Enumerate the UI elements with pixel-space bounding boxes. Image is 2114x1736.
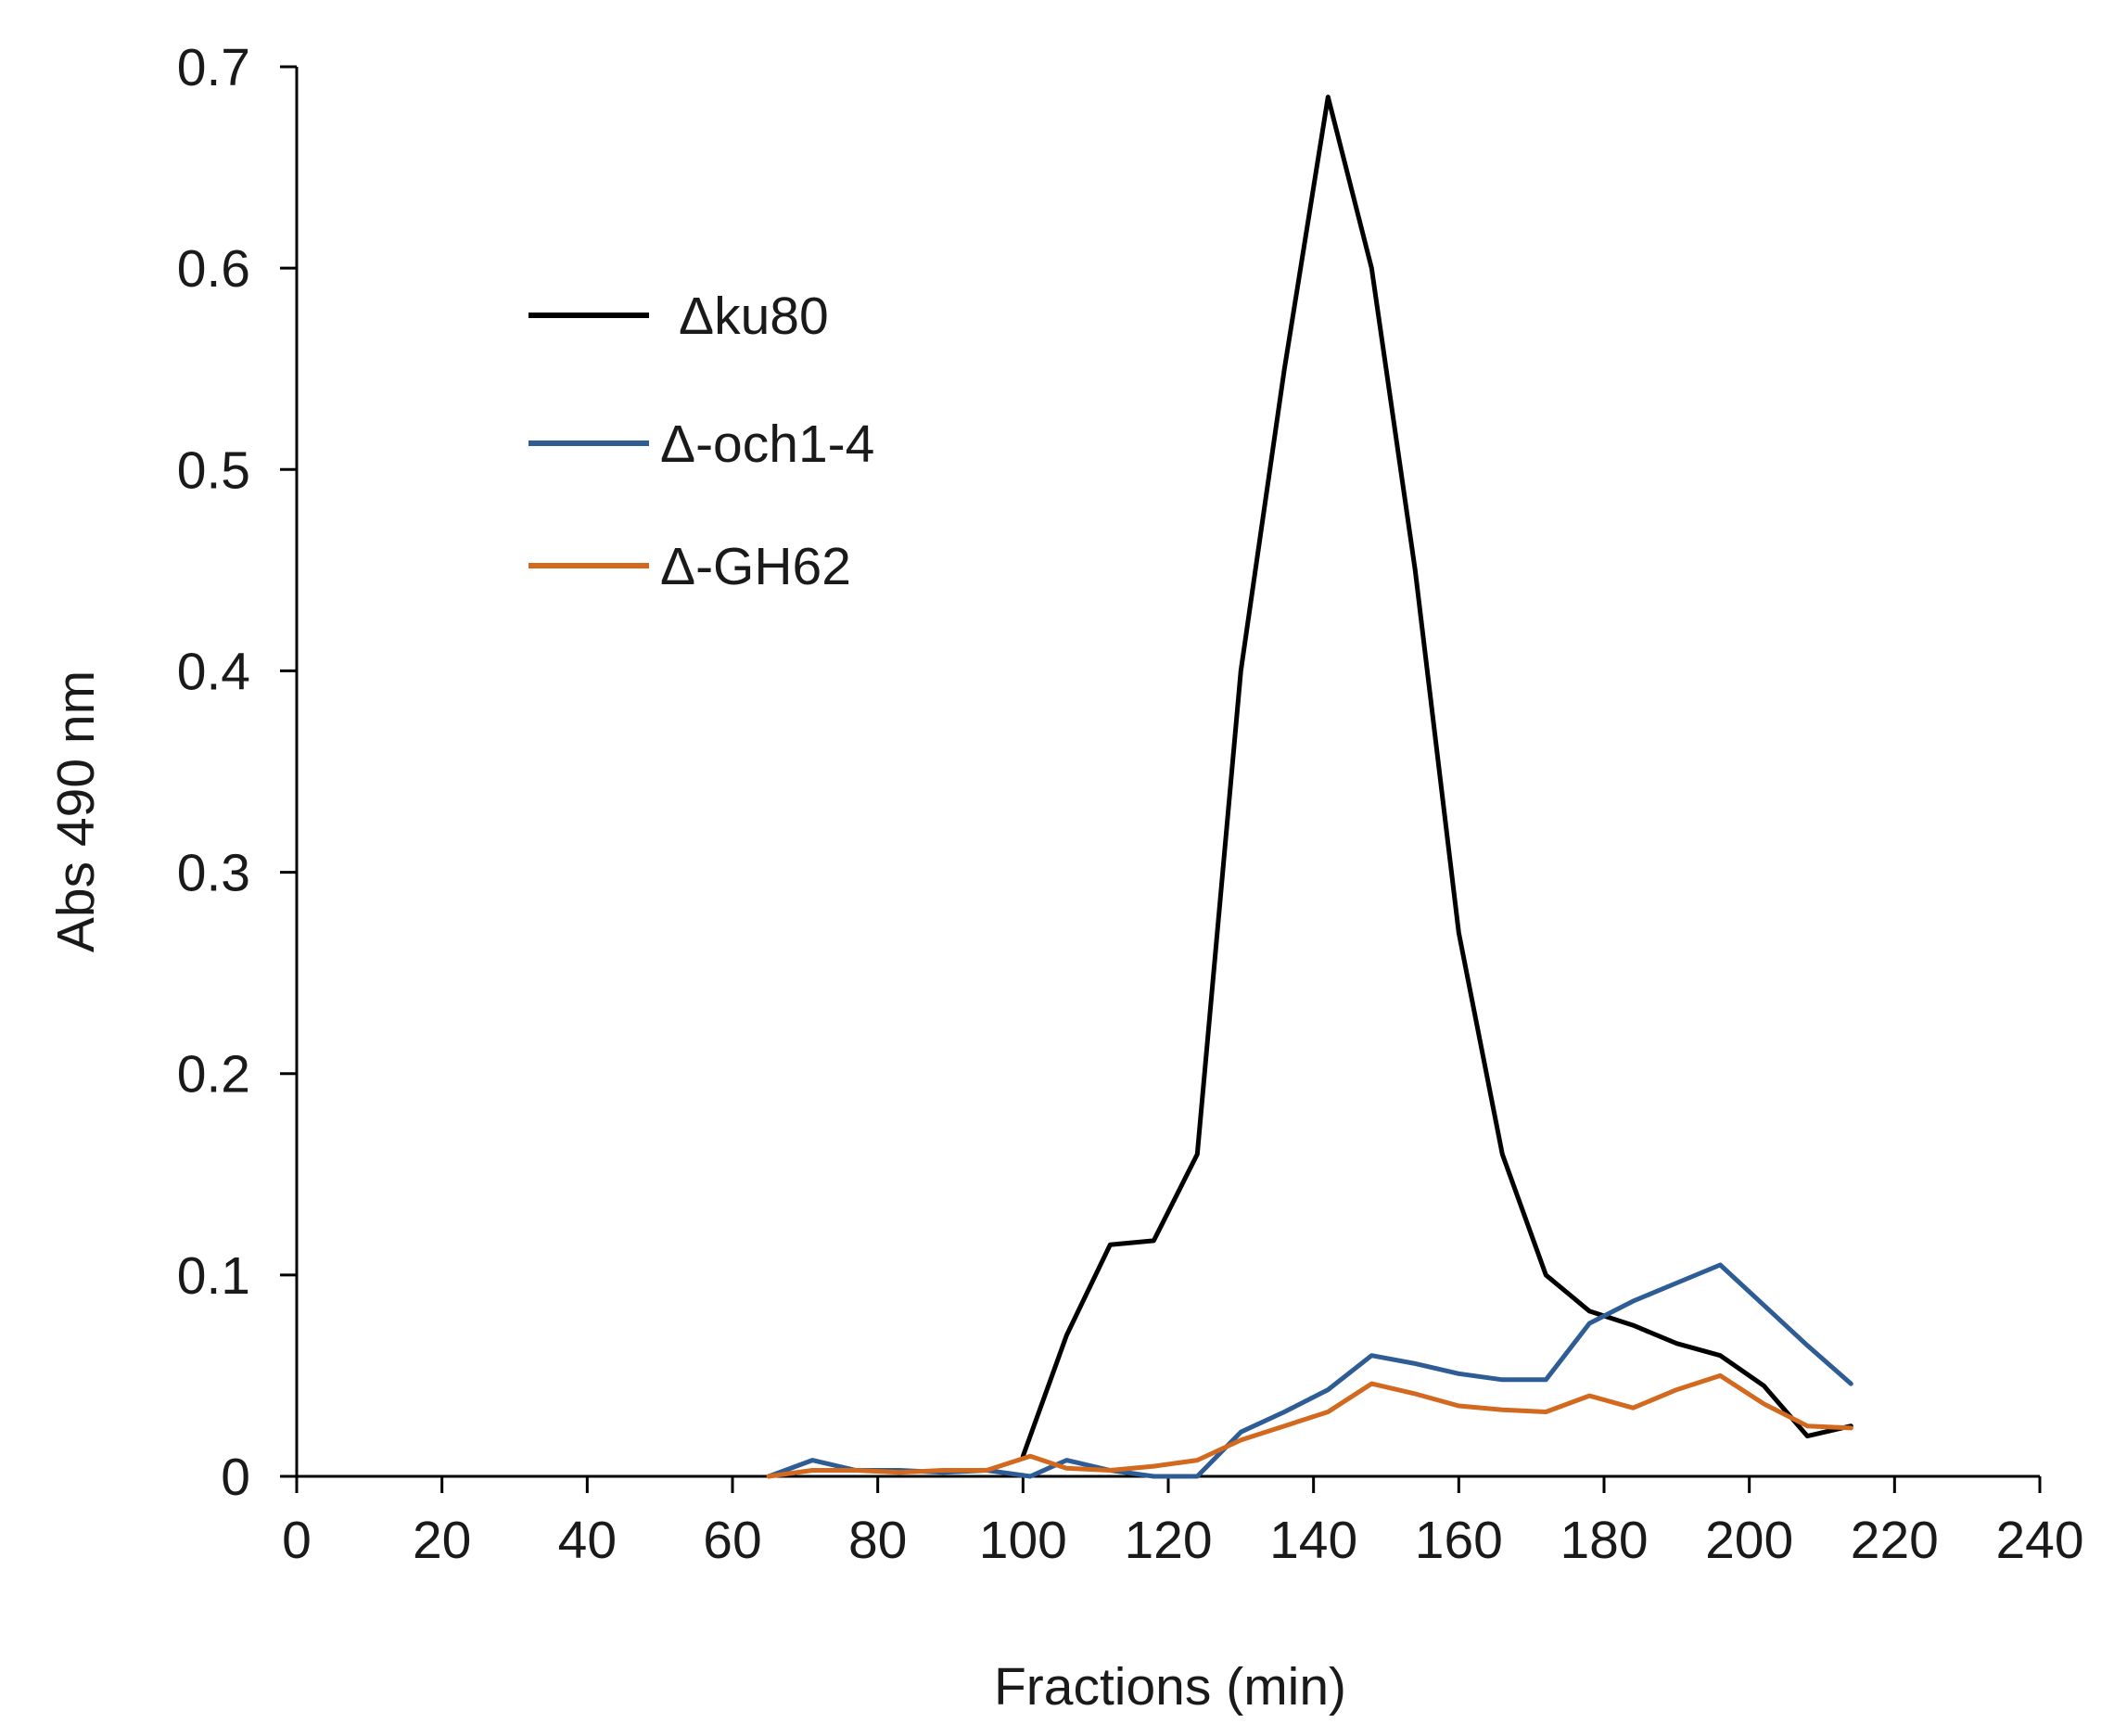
series-line-2 [766,1262,1853,1479]
y-tick-label: 0.2 [177,1045,250,1104]
x-tick-label: 120 [1124,1511,1212,1570]
x-axis-title: Fractions (min) [994,1657,1346,1717]
legend-label: Δ-GH62 [660,537,851,596]
series-line-1 [1020,95,1853,1459]
axes: 0 0.1 0.2 0.3 0.4 0.5 0.6 0.7 0 20 40 60 80 100 120 140… [177,38,2084,1570]
y-tick-label: 0.6 [177,239,250,299]
x-tick-label: 200 [1705,1511,1793,1570]
x-tick-label: 20 [413,1511,471,1570]
legend: Δku80 Δ-och1-4 Δ-GH62 [528,287,874,596]
y-tick-label: 0.7 [177,38,250,97]
y-tick-label: 0 [221,1448,250,1507]
y-tick-label: 0.5 [177,440,250,500]
x-tick-label: 180 [1560,1511,1648,1570]
x-tick-label: 220 [1851,1511,1939,1570]
series-line-3 [766,1372,1853,1479]
legend-label: Δku80 [679,287,829,346]
x-tick-label: 60 [703,1511,761,1570]
x-tick-label: 40 [558,1511,617,1570]
y-tick-label: 0.3 [177,844,250,903]
x-tick-label: 140 [1269,1511,1357,1570]
legend-label: Δ-och1-4 [660,415,874,474]
x-tick-label: 80 [848,1511,907,1570]
x-tick-label: 240 [1995,1511,2083,1570]
series-lines [766,95,1853,1479]
y-axis-title: Abs 490 nm [46,670,106,952]
y-tick-label: 0.1 [177,1246,250,1306]
x-tick-label: 0 [282,1511,312,1570]
x-tick-label: 160 [1415,1511,1503,1570]
y-tick-label: 0.4 [177,642,250,701]
x-tick-label: 100 [979,1511,1067,1570]
